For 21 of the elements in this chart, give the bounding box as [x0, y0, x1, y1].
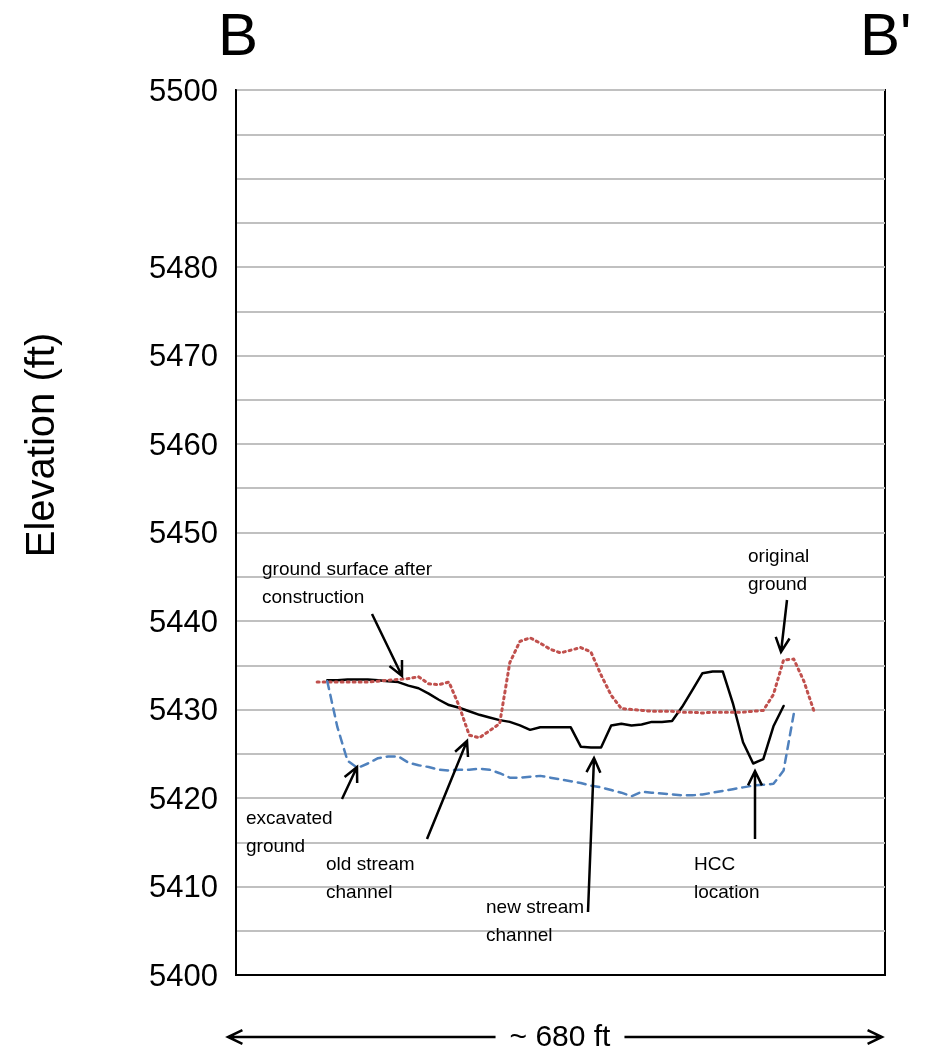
y-tick-label: 5470 — [149, 338, 218, 373]
line-series — [315, 636, 816, 740]
y-axis-title: Elevation (ft) — [18, 331, 62, 560]
y-tick-label: 5480 — [149, 249, 218, 285]
annotation: HCC location — [694, 852, 761, 904]
y-tick-label: 5450 — [149, 515, 218, 550]
y-tick-label: 5420 — [149, 780, 218, 816]
y-tick-label: 5410 — [149, 869, 218, 904]
annotation: new stream channel — [486, 895, 586, 947]
annotation: ground surface after construction — [262, 557, 434, 609]
y-tick-label: 5460 — [149, 426, 218, 462]
text: B — [218, 0, 259, 70]
line-series — [326, 670, 785, 765]
y-tick-label: 5430 — [149, 692, 218, 727]
line-series — [326, 679, 795, 798]
x-axis-title: ~ 680 ft — [509, 1018, 611, 1054]
y-tick-label: 5400 — [149, 957, 218, 993]
text: B' — [860, 0, 912, 70]
annotation: original ground — [748, 544, 811, 596]
y-tick-label: 5440 — [149, 603, 218, 639]
y-tick-label: 5500 — [149, 72, 218, 108]
